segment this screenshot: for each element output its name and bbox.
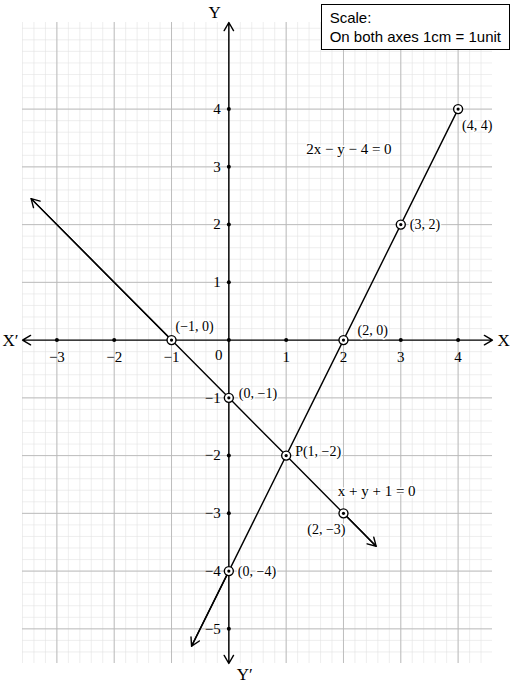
svg-text:−3: −3: [49, 349, 65, 365]
html-text:On both axes 1cm = 1unit: On both axes 1cm = 1unit: [329, 28, 501, 45]
svg-text:−1: −1: [164, 349, 180, 365]
svg-text:X′: X′: [3, 331, 19, 350]
html-text:Scale:: Scale:: [329, 9, 372, 26]
svg-text:3: 3: [213, 159, 221, 175]
svg-text:4: 4: [454, 349, 462, 365]
svg-text:(0, −1): (0, −1): [239, 386, 278, 402]
svg-text:Y: Y: [209, 3, 221, 22]
svg-text:2: 2: [213, 216, 221, 232]
svg-text:−2: −2: [205, 447, 221, 463]
svg-text:−5: −5: [205, 621, 221, 637]
svg-text:Y′: Y′: [237, 665, 253, 684]
svg-text:x + y + 1 = 0: x + y + 1 = 0: [338, 483, 416, 499]
svg-text:1: 1: [213, 274, 221, 290]
svg-text:(4, 4): (4, 4): [462, 118, 493, 134]
svg-text:(2, −3): (2, −3): [307, 522, 346, 538]
svg-text:2: 2: [340, 349, 348, 365]
svg-text:−3: −3: [205, 505, 221, 521]
svg-text:4: 4: [213, 101, 221, 117]
svg-text:(2, 0): (2, 0): [357, 323, 388, 339]
svg-text:3: 3: [397, 349, 405, 365]
svg-text:−4: −4: [205, 563, 221, 579]
svg-text:0: 0: [215, 347, 223, 363]
svg-text:(0, −4): (0, −4): [238, 564, 277, 580]
svg-text:P(1, −2): P(1, −2): [295, 444, 341, 460]
svg-text:X: X: [498, 331, 510, 350]
svg-text:1: 1: [282, 349, 290, 365]
svg-text:−2: −2: [106, 349, 122, 365]
svg-text:(−1, 0): (−1, 0): [176, 319, 215, 335]
svg-text:(3, 2): (3, 2): [410, 217, 441, 233]
svg-text:−1: −1: [205, 390, 221, 406]
svg-text:2x − y − 4 = 0: 2x − y − 4 = 0: [306, 141, 391, 157]
